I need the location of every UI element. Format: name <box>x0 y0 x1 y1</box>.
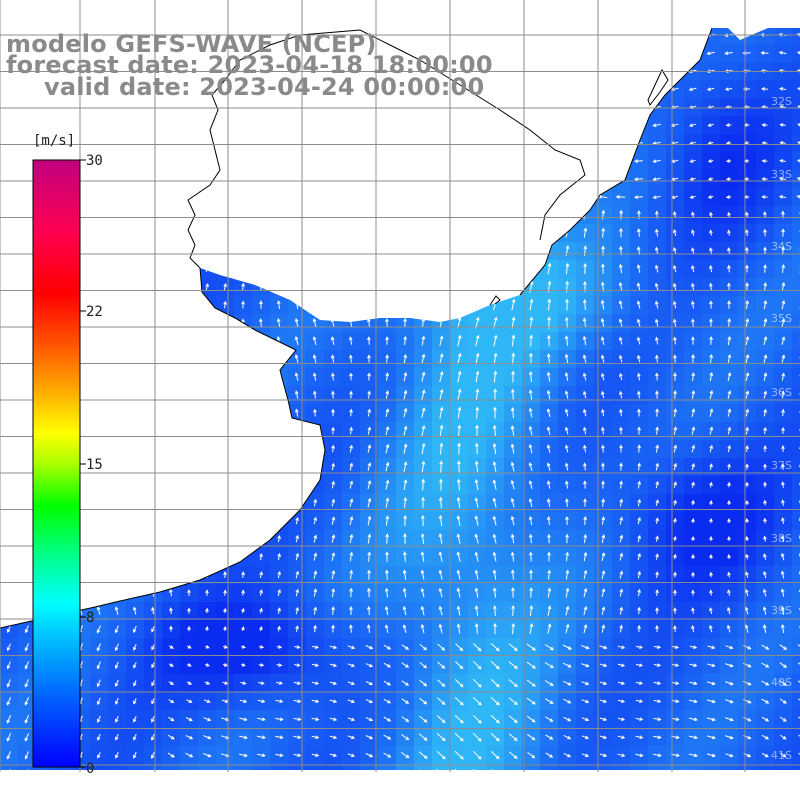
wind-cell <box>792 206 800 225</box>
wind-cell <box>792 476 800 495</box>
wind-cell <box>792 242 800 261</box>
colorbar <box>32 159 81 768</box>
lat-label-38s: 38S <box>771 532 792 545</box>
wind-cell <box>792 386 800 405</box>
wind-cell <box>792 440 800 459</box>
lat-label-37s: 37S <box>771 459 792 472</box>
wind-cell <box>792 260 800 279</box>
lat-label-39s: 39S <box>771 604 792 617</box>
wind-cell <box>792 350 800 369</box>
wind-cell <box>792 584 800 603</box>
wind-cell <box>792 548 800 567</box>
wind-cell <box>792 512 800 531</box>
wind-cell <box>792 404 800 423</box>
wind-cell <box>792 98 800 117</box>
wind-cell <box>792 332 800 351</box>
lat-label-33s: 33S <box>771 168 792 181</box>
wind-cell <box>756 28 775 45</box>
wind-cell <box>792 134 800 153</box>
wind-cell <box>792 602 800 621</box>
wind-cell <box>792 746 800 765</box>
colorbar-label-8: 8 <box>86 610 95 626</box>
wind-cell <box>792 620 800 639</box>
wind-cell <box>792 152 800 171</box>
wind-cell <box>792 638 800 657</box>
wind-cell <box>792 116 800 135</box>
colorbar-label-15: 15 <box>86 457 103 473</box>
lat-label-41s: 41S <box>771 749 792 762</box>
wind-cell <box>792 656 800 675</box>
wind-cell <box>792 368 800 387</box>
wind-cell <box>792 314 800 333</box>
wind-cell <box>792 188 800 207</box>
title-valid-date: valid date: 2023-04-24 00:00:00 <box>44 73 485 101</box>
wind-cell <box>792 170 800 189</box>
wind-cell <box>774 28 793 45</box>
lat-label-40s: 40S <box>771 676 792 689</box>
colorbar-label-max: 30 <box>86 153 103 169</box>
wind-cell <box>792 278 800 297</box>
wind-cell <box>792 422 800 441</box>
wind-cell <box>792 458 800 477</box>
wind-cell <box>792 44 800 63</box>
colorbar-label-22: 22 <box>86 304 103 320</box>
wind-cell <box>792 692 800 711</box>
wind-cell <box>792 28 800 45</box>
lat-label-36s: 36S <box>771 386 792 399</box>
wind-cell <box>792 566 800 585</box>
colorbar-label-min: 0 <box>86 761 95 777</box>
lat-label-35s: 35S <box>771 312 792 325</box>
wind-cell <box>792 710 800 729</box>
lat-label-32s: 32S <box>771 95 792 108</box>
wind-cell <box>792 224 800 243</box>
lat-label-34s: 34S <box>771 240 792 253</box>
wind-cell <box>792 674 800 693</box>
wind-cell <box>792 296 800 315</box>
wind-cell <box>792 728 800 747</box>
wind-cell <box>792 80 800 99</box>
colorbar-unit: [m/s] <box>33 133 76 149</box>
